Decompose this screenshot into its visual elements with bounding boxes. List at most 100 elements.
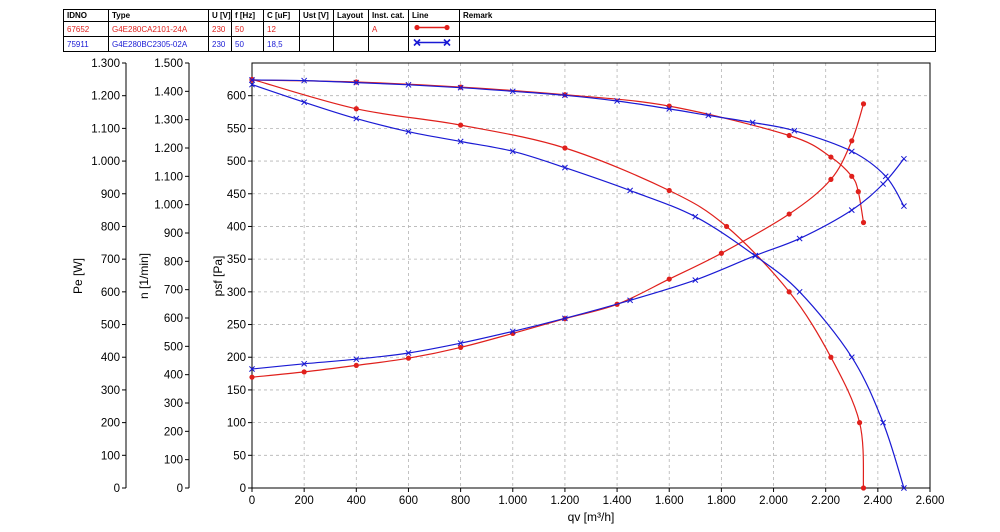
red-psf-point — [666, 187, 672, 194]
red-psf-point — [458, 122, 464, 128]
x-tick-label: 1.800 — [707, 495, 736, 507]
psf-tick-label: 300 — [227, 287, 246, 299]
blue-psf-point — [848, 354, 855, 361]
blue-n-curve — [251, 79, 905, 207]
red-n-point — [849, 173, 855, 179]
blue-n-point — [301, 77, 308, 84]
x-tick-label: 1.600 — [655, 495, 684, 507]
psf-tick-label: 350 — [227, 254, 246, 266]
blue-n-point — [457, 84, 464, 91]
blue-pe-point — [353, 356, 360, 363]
n-tick-label: 1.100 — [154, 171, 183, 183]
red-pe-point — [249, 374, 255, 380]
red-pe-curve — [251, 103, 865, 378]
pe-tick-label: 1.000 — [91, 156, 120, 168]
blue-psf-point — [796, 288, 803, 295]
n-tick-label: 900 — [164, 228, 183, 240]
red-pe-point — [718, 250, 724, 256]
x-tick-label: 1.000 — [498, 495, 527, 507]
red-line-sample-icon — [414, 24, 450, 31]
red-pe-point — [405, 355, 412, 361]
n-tick-label: 200 — [164, 426, 183, 438]
n-tick-label: 100 — [164, 455, 183, 467]
blue-pe-point — [880, 181, 887, 187]
product-spec-table: IDNO Type U [V] f [Hz] C [uF] Ust [V] La… — [63, 9, 936, 52]
blue-psf-point — [561, 164, 568, 171]
red-n-point — [666, 103, 672, 109]
pe-tick-label: 1.100 — [91, 123, 120, 135]
x-tick-label: 800 — [451, 495, 470, 507]
blue-psf-curve — [251, 84, 905, 489]
psf-tick-label: 0 — [240, 483, 246, 495]
blue-pe-point — [405, 350, 412, 356]
psf-axis-label: psf [Pa] — [211, 256, 225, 297]
n-tick-label: 1.500 — [154, 58, 183, 70]
pe-tick-label: 500 — [101, 320, 120, 332]
pe-tick-label: 400 — [101, 352, 120, 364]
series-layer — [249, 76, 907, 491]
red-psf-point — [828, 354, 834, 360]
pe-tick-label: 900 — [101, 189, 120, 201]
blue-pe-point — [900, 155, 907, 162]
red-n-curve — [251, 79, 865, 223]
x-axis-label: qv [m³/h] — [568, 510, 615, 524]
spec-row-75911: 75911 G4E280BC2305-02A 230 50 18,5 — [63, 36, 936, 52]
x-tick-label: 400 — [347, 495, 366, 507]
red-pe-point — [860, 101, 867, 107]
grid — [252, 63, 930, 488]
blue-n-point — [614, 98, 621, 104]
psf-tick-label: 550 — [227, 123, 246, 135]
pe-tick-label: 0 — [114, 483, 120, 495]
n-tick-label: 0 — [177, 483, 183, 495]
pe-tick-label: 800 — [101, 221, 120, 233]
psf-tick-label: 600 — [227, 91, 246, 103]
blue-n-point — [353, 79, 360, 86]
red-psf-point — [860, 485, 867, 491]
red-n-point — [855, 189, 861, 195]
blue-pe-point — [249, 366, 255, 372]
red-pe-point — [849, 138, 855, 144]
red-psf-point — [724, 223, 730, 230]
blue-psf-point — [457, 138, 464, 145]
psf-tick-label: 400 — [227, 221, 246, 233]
blue-n-point — [705, 112, 712, 119]
x-tick-label: 2.600 — [916, 495, 945, 507]
blue-pe-point — [752, 252, 759, 259]
red-psf-point — [353, 106, 359, 112]
n-tick-label: 300 — [164, 398, 183, 410]
blue-line-sample-icon — [413, 38, 451, 47]
pe-tick-label: 1.200 — [91, 91, 120, 103]
psf-tick-label: 150 — [227, 385, 246, 397]
red-pe-point — [786, 211, 792, 217]
red-psf-point — [562, 145, 568, 151]
n-tick-label: 1.300 — [154, 115, 183, 127]
red-n-point — [860, 219, 867, 226]
x-tick-label: 600 — [399, 495, 418, 507]
blue-psf-point — [509, 148, 516, 155]
pe-tick-label: 100 — [101, 450, 120, 462]
blue-n-point — [848, 148, 855, 155]
pe-tick-label: 600 — [101, 287, 120, 299]
psf-tick-label: 200 — [227, 352, 246, 364]
blue-psf-point — [249, 81, 255, 88]
n-axis-label: n [1/min] — [137, 253, 151, 299]
pe-tick-label: 700 — [101, 254, 120, 266]
n-tick-label: 500 — [164, 341, 183, 353]
n-tick-label: 800 — [164, 256, 183, 268]
blue-psf-point — [880, 419, 887, 426]
blue-pe-point — [848, 207, 855, 214]
red-pe-point — [666, 276, 672, 282]
n-tick-label: 1.400 — [154, 86, 183, 98]
blue-n-point — [882, 173, 889, 180]
blue-pe-point — [509, 328, 516, 335]
blue-pe-curve — [251, 158, 905, 370]
blue-pe-point — [561, 315, 568, 322]
pe-tick-label: 1.300 — [91, 58, 120, 70]
psf-tick-label: 50 — [233, 450, 246, 462]
red-pe-point — [828, 176, 834, 182]
psf-tick-label: 100 — [227, 418, 246, 430]
blue-psf-point — [405, 128, 412, 135]
x-tick-label: 2.200 — [811, 495, 840, 507]
cell-frequency: 50 — [231, 36, 264, 52]
x-tick-label: 1.400 — [603, 495, 632, 507]
